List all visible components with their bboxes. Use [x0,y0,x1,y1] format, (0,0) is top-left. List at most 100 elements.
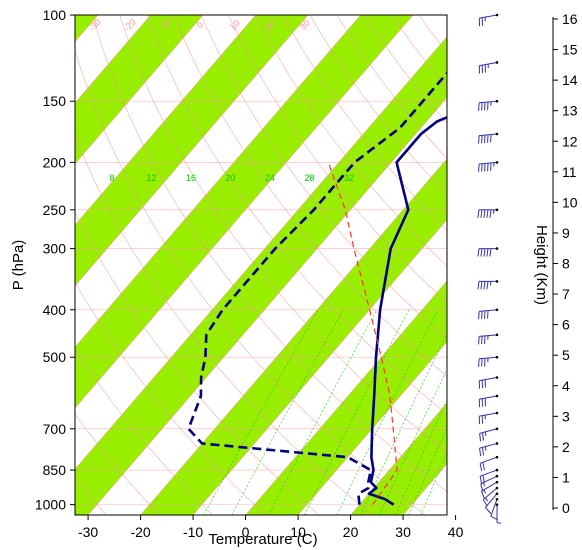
dry-adiabat [75,135,373,515]
wind-barb [495,503,502,524]
y-tick-label: 400 [43,302,67,318]
x-axis: -30 -20 -10 0 10 20 30 40 [78,515,464,540]
wind-barb [478,99,499,111]
height-tick-label: 8 [562,256,570,272]
isotherm-line [75,15,204,165]
height-tick-label: 0 [562,500,570,516]
mixing-ratio-label: 32 [344,173,354,183]
x-tick-label: 30 [395,524,411,540]
wind-barb [479,442,499,457]
y-tick-label: 850 [43,462,67,478]
wind-barb [480,474,499,492]
isotherm-line [75,15,151,104]
height-tick-label: 14 [562,72,578,88]
height-tick-label: 9 [562,225,570,241]
wind-barb [478,394,499,408]
isotherm-label: 30 [298,18,312,32]
isotherm-line [75,15,309,287]
wind-barb [480,480,499,499]
mixing-ratio-line [203,309,319,515]
y-axis-title: P (hPa) [10,240,27,291]
dry-adiabat [146,15,447,415]
dry-adiabat [228,15,447,303]
mixing-ratio-line [420,452,447,515]
wind-barb [477,208,499,218]
dry-adiabat [92,15,447,492]
isotherm-line [192,219,447,515]
wind-barbs [477,13,502,524]
isotherm-band [75,36,447,515]
wind-barb [485,492,499,514]
dry-adiabat [75,348,213,515]
height-tick-label: 5 [562,347,570,363]
mixing-ratio-line [336,309,439,515]
mixing-ratio-line [379,368,447,515]
wind-barb [478,61,499,74]
wind-barb [478,13,499,27]
mixing-ratio-line [408,427,447,515]
x-tick-label: -30 [78,524,98,540]
wind-barb [478,411,499,425]
wind-barb [482,486,499,507]
height-tick-label: 10 [562,194,578,210]
mixing-ratio-label: 16 [186,173,196,183]
y-tick-label: 1000 [35,497,66,513]
mixing-ratio-label: 28 [304,173,314,183]
mixing-ratio-line [268,309,378,515]
height-tick-label: 7 [562,286,570,302]
isotherm-label: -20 [122,17,138,33]
wind-barb [478,308,499,320]
wind-barb [478,376,499,389]
mixing-ratio-label: 12 [146,173,156,183]
height-tick-label: 3 [562,408,570,424]
mixing-ratio-labels: 8 12 16 20 24 28 32 [109,173,354,183]
wind-barb [477,280,499,290]
isotherm-label: 20 [263,18,277,32]
isotherm-line [75,15,256,226]
height-tick-label: 1 [562,469,570,485]
dry-adiabat [119,15,447,453]
isotherm-line [75,15,361,348]
isotherm-label: 10 [228,18,242,32]
dry-adiabat [75,48,426,515]
height-tick-label: 12 [562,133,578,149]
plot-area: -30 -20 -10 0 10 20 30 8 12 16 20 24 28 32 [75,15,447,515]
mixing-ratio-line [395,399,447,515]
mixing-ratio-label: 24 [265,173,275,183]
wind-barb [490,497,499,521]
x-tick-label: 0 [242,524,250,540]
dry-adiabat [200,15,447,340]
dry-adiabat [75,281,266,515]
isotherm-lines [75,15,447,515]
dry-adiabat [282,15,447,231]
height-tick-label: 6 [562,317,570,333]
height-tick-label: 16 [562,11,578,27]
wind-region [447,15,450,515]
parcel-line [327,162,398,505]
wind-barb [479,455,499,472]
y-axis: 100 150 200 250 300 400 500 700 850 1000 [35,7,75,513]
isotherm-label: 0 [194,20,205,30]
dry-adiabat [255,15,447,267]
isotherm-line [87,97,447,515]
isotherm-line [75,15,414,409]
isotherm-line [350,402,447,515]
dry-adiabat [75,211,320,515]
isotherm-line [140,158,447,515]
dry-adiabat [75,413,160,515]
mixing-ratio-label: 20 [225,173,235,183]
x-tick-label: 40 [448,524,464,540]
height-axis-title: Height (Km) [533,225,550,305]
y-tick-label: 250 [43,202,67,218]
isobar-lines [75,15,447,505]
x-axis-title: Temperature (C) [208,531,317,548]
wind-barb [479,427,499,442]
x-tick-label: 10 [290,524,306,540]
wind-barb [477,247,499,257]
y-tick-label: 700 [43,421,67,437]
dry-adiabat [75,477,107,515]
y-tick-label: 100 [43,7,67,23]
mixing-ratio-lines [75,15,447,515]
